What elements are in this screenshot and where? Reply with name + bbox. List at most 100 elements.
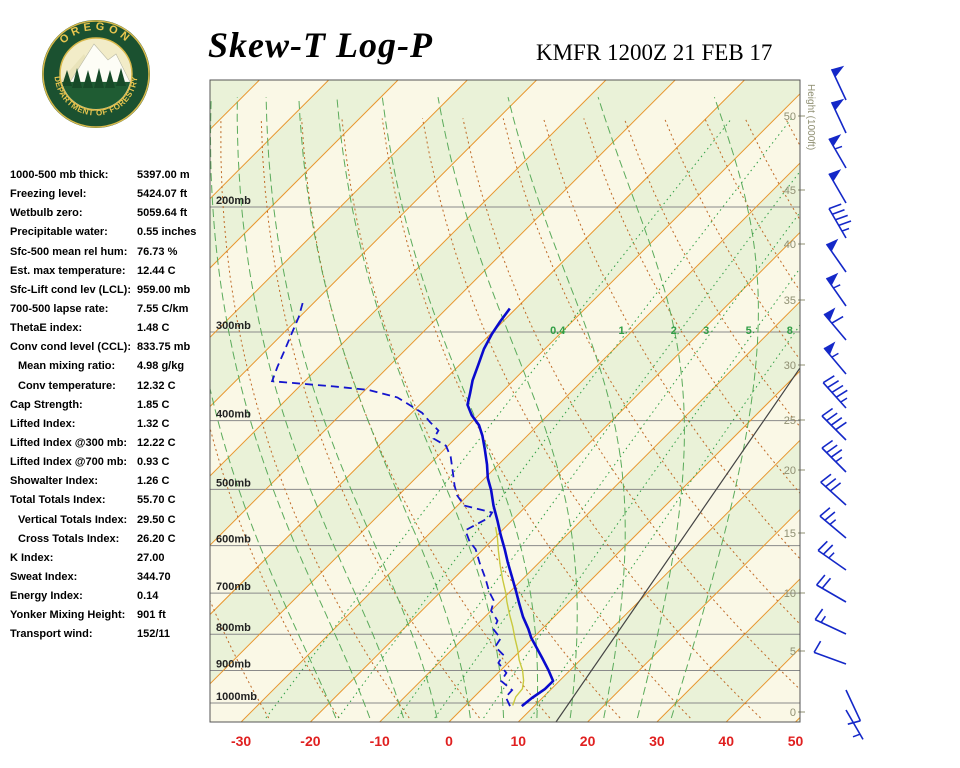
index-label: Freezing level: [10, 188, 87, 201]
index-row: ThetaE index: 1.48 C [10, 322, 215, 341]
temp-axis-label: 50 [788, 733, 804, 749]
index-value: 0.93 C [137, 456, 170, 469]
pressure-label: 800mb [216, 622, 251, 634]
index-row: 700-500 lapse rate: 7.55 C/km [10, 303, 215, 322]
index-value: 7.55 C/km [137, 302, 189, 315]
height-label: 45 [784, 185, 796, 197]
temp-axis-label: -20 [300, 733, 320, 749]
index-label: Total Totals Index: [10, 494, 106, 507]
index-value: 152/11 [137, 628, 171, 641]
temp-axis-label: 30 [649, 733, 665, 749]
index-value: 27.00 [137, 551, 165, 564]
index-label: Est. max temperature: [10, 264, 126, 277]
index-label: Conv temperature: [18, 379, 116, 392]
index-label: K Index: [10, 551, 54, 564]
index-row: 1000-500 mb thick: 5397.00 m [10, 169, 215, 188]
index-row: Lifted Index @300 mb: 12.22 C [10, 437, 215, 456]
index-row: Yonker Mixing Height: 901 ft [10, 609, 215, 628]
height-label: 35 [784, 295, 796, 307]
pressure-label: 300mb [216, 320, 251, 332]
temp-axis-label: 40 [718, 733, 734, 749]
temp-axis-labels: -30 -20 -10 0 10 20 30 40 50 [231, 733, 804, 749]
index-label: Sfc-Lift cond lev (LCL): [10, 283, 131, 296]
pressure-label: 500mb [216, 477, 251, 489]
pressure-label: 600mb [216, 534, 251, 546]
index-label: Vertical Totals Index: [18, 513, 128, 526]
pressure-axis-labels: 200mb 300mb 400mb 500mb 600mb 700mb 800mb 900mb… [216, 195, 257, 703]
index-value: 12.32 C [137, 379, 176, 392]
index-label: 700-500 lapse rate: [10, 302, 109, 315]
index-value: 0.55 inches [137, 226, 197, 239]
index-label: Cross Totals Index: [18, 532, 120, 545]
index-label: Transport wind: [10, 628, 93, 641]
index-value: 55.70 C [137, 494, 176, 507]
index-row: Sweat Index: 344.70 [10, 571, 215, 590]
index-row: Lifted Index: 1.32 C [10, 418, 215, 437]
pressure-label: 900mb [216, 659, 251, 671]
index-value: 5397.00 m [137, 169, 190, 181]
height-label: 25 [784, 415, 796, 427]
temp-axis-label: 20 [580, 733, 596, 749]
index-label: Lifted Index: [10, 417, 76, 430]
mixing-ratio-label: 5 [746, 325, 752, 337]
index-row: Sfc-500 mean rel hum: 76.73 % [10, 246, 215, 265]
index-label: Conv cond level (CCL): [10, 341, 132, 354]
index-label: Showalter Index: [10, 475, 99, 488]
height-axis-title: Height (1000ft) [805, 84, 816, 150]
height-label: 40 [784, 239, 796, 251]
index-row: K Index: 27.00 [10, 552, 215, 571]
pressure-label: 200mb [216, 195, 251, 207]
height-label: 5 [790, 646, 796, 658]
index-value: 959.00 mb [137, 283, 191, 296]
mixing-ratio-label: 1 [619, 325, 625, 337]
plot-border [209, 79, 801, 723]
index-row: Wetbulb zero: 5059.64 ft [10, 207, 215, 226]
mixing-ratio-label: 3 [703, 325, 709, 337]
index-value: 12.44 C [137, 264, 176, 277]
indices-panel: 1000-500 mb thick: 5397.00 m Freezing leve… [10, 169, 215, 648]
index-label: Sfc-500 mean rel hum: [10, 245, 128, 258]
index-label: Energy Index: [10, 590, 83, 603]
moist-adiabat-lines [210, 96, 759, 719]
index-value: 5424.07 ft [137, 188, 188, 201]
height-label: 10 [784, 588, 796, 600]
index-row: Total Totals Index: 55.70 C [10, 494, 215, 513]
dry-adiabat-lines [210, 118, 800, 719]
index-value: 29.50 C [137, 513, 176, 526]
index-value: 12.22 C [137, 436, 176, 449]
index-label: Lifted Index @700 mb: [10, 456, 128, 469]
index-row: Precipitable water: 0.55 inches [10, 226, 215, 245]
mixing-ratio-label: 0.4 [550, 325, 566, 337]
pressure-label: 700mb [216, 581, 251, 593]
temperature-trace [466, 307, 555, 708]
index-row: Vertical Totals Index: 29.50 C [10, 514, 215, 533]
index-row: Conv cond level (CCL): 833.75 mb [10, 341, 215, 360]
wind-barbs [813, 65, 864, 740]
isotherm-lines [210, 80, 800, 722]
dewpoint-trace [270, 301, 514, 707]
height-label: 50 [784, 111, 796, 123]
index-row: Lifted Index @700 mb: 0.93 C [10, 456, 215, 475]
index-value: 901 ft [137, 609, 166, 622]
odf-logo: OREGON DEPARTMENT OF FORESTRY [40, 14, 152, 139]
index-row: Showalter Index: 1.26 C [10, 475, 215, 494]
index-label: Precipitable water: [10, 226, 108, 239]
index-row: Freezing level: 5424.07 ft [10, 188, 215, 207]
index-label: 1000-500 mb thick: [10, 169, 109, 181]
index-row: Cap Strength: 1.85 C [10, 399, 215, 418]
index-value: 0.14 [137, 590, 159, 603]
index-value: 1.85 C [137, 398, 170, 411]
page-title: Skew-T Log-P [208, 25, 433, 65]
index-label: ThetaE index: [10, 322, 83, 335]
reference-line [555, 367, 800, 722]
index-value: 1.48 C [137, 322, 170, 335]
index-row: Est. max temperature: 12.44 C [10, 265, 215, 284]
temp-axis-label: 0 [445, 733, 453, 749]
index-label: Yonker Mixing Height: [10, 609, 126, 622]
mixing-ratio-lines: 0.4 1 2 3 5 8 [265, 118, 800, 719]
index-row: Conv temperature: 12.32 C [10, 380, 215, 399]
index-label: Wetbulb zero: [10, 207, 83, 220]
index-value: 833.75 mb [137, 341, 191, 354]
